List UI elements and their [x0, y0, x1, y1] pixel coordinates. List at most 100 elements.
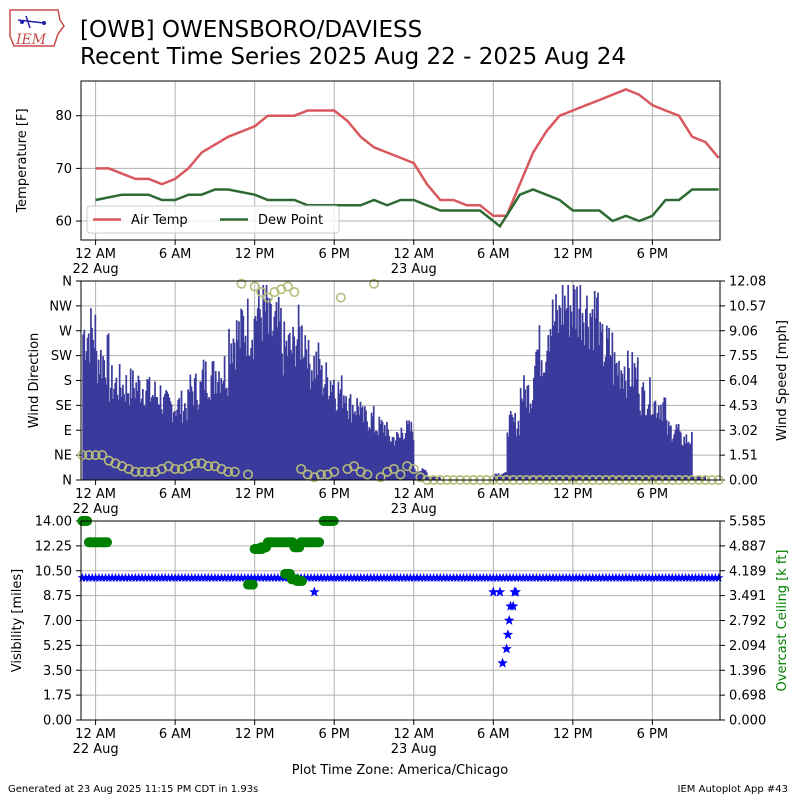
wind-speed-bar	[567, 284, 570, 480]
wind-direction-point	[349, 461, 360, 472]
wind-speed-bar	[419, 471, 421, 480]
wind-speed-bar	[644, 415, 647, 480]
wind-speed-bar	[329, 381, 332, 480]
chart-title-line1: [OWB] OWENSBORO/DAVIESS	[80, 17, 423, 43]
wind-speed-bar	[159, 385, 162, 480]
wind-speed-bar	[140, 398, 143, 480]
x-tick-label: 6 PM	[637, 487, 668, 502]
wind-speed-bar	[242, 315, 245, 480]
wind-speed-bar	[339, 389, 342, 480]
wind-speed-bar	[170, 404, 173, 480]
wind-speed-bar	[541, 376, 544, 480]
wind-speed-bar	[590, 317, 593, 480]
wind-speed-bar	[326, 377, 329, 480]
wind-speed-bar	[318, 359, 321, 480]
wind-speed-bar	[348, 398, 351, 480]
wind-speed-bar	[375, 430, 377, 480]
wind-speed-bar	[535, 351, 537, 480]
wind-speed-bar	[227, 395, 229, 480]
wind-speed-bar	[620, 370, 623, 480]
wind-speed-bar	[377, 435, 380, 480]
visibility-tick-label: 10.50	[35, 564, 72, 579]
wind-speed-bar	[115, 377, 118, 480]
wind-speed-bar	[96, 383, 99, 480]
wind-speed-bar	[663, 397, 666, 480]
wind-speed-bar	[209, 399, 212, 480]
wind-speed-bar	[635, 379, 638, 480]
wind-speed-bar	[626, 350, 629, 480]
wind-speed-bar	[531, 400, 534, 480]
wind-speed-bar	[200, 381, 203, 480]
wind-speed-bar	[539, 375, 542, 480]
wind-speed-bar	[320, 365, 323, 480]
wind-speed-bar	[659, 418, 661, 480]
wind-speed-bar	[165, 390, 167, 480]
wind-speed-bar	[246, 298, 249, 480]
wind-speed-bar	[412, 439, 415, 480]
visibility-tick-label: 1.75	[43, 689, 72, 704]
wind-speed-bar	[238, 321, 240, 480]
wind-direction-point	[289, 287, 300, 298]
wind-speed-bar	[524, 389, 526, 480]
wind-speed-bar	[564, 295, 566, 480]
wind-speed-tick-label: 4.53	[729, 399, 758, 414]
wind-speed-bar	[368, 427, 371, 480]
wind-speed-bar	[688, 444, 691, 480]
wind-speed-bar	[178, 398, 181, 480]
wind-speed-bar	[605, 325, 608, 480]
wind-speed-bar	[544, 372, 546, 480]
wind-speed-bar	[401, 432, 404, 480]
wind-speed-bar	[517, 420, 520, 480]
wind-speed-bar	[381, 421, 384, 480]
wind-speed-bar	[523, 375, 525, 480]
wind-speed-bar	[671, 441, 673, 480]
wind-speed-bar	[114, 383, 117, 480]
legend-air-temp-label: Air Temp	[131, 213, 188, 228]
wind-direction-point	[395, 469, 406, 480]
wind-speed-bar	[316, 374, 319, 480]
wind-speed-bar	[362, 422, 365, 480]
wind-speed-bar	[198, 404, 201, 480]
wind-speed-bar	[551, 299, 554, 480]
visibility-point	[508, 600, 519, 611]
x-tick-label: 6 PM	[318, 487, 349, 502]
x-tick-sublabel: 22 Aug	[73, 742, 119, 757]
x-tick-label: 6 AM	[477, 727, 510, 742]
x-tick-label: 12 AM	[75, 727, 116, 742]
wind-speed-bar	[599, 321, 602, 480]
wind-speed-bar	[253, 318, 256, 480]
wind-speed-bar	[636, 357, 639, 480]
wind-speed-bar	[439, 477, 441, 480]
wind-speed-bar	[249, 356, 251, 480]
air-temp-line	[95, 88, 720, 218]
wind-speed-bar	[277, 296, 280, 480]
visibility-point	[488, 586, 499, 597]
chart-title-line2: Recent Time Series 2025 Aug 22 - 2025 Au…	[80, 44, 627, 70]
wind-speed-bar	[305, 349, 308, 480]
wind-speed-bar	[294, 366, 297, 480]
wind-speed-bar	[304, 335, 307, 480]
x-tick-label: 12 PM	[235, 247, 275, 262]
wind-speed-bar	[587, 326, 589, 480]
wind-speed-bar	[350, 422, 353, 480]
wind-speed-bar	[285, 340, 288, 480]
visibility-point	[494, 586, 506, 597]
ceiling-tick-label: 4.887	[729, 539, 766, 554]
wind-speed-bar	[340, 375, 343, 480]
wind-direction-point	[83, 450, 94, 461]
wind-speed-bar	[223, 356, 226, 480]
wind-speed-bar	[103, 360, 106, 480]
wind-speed-bar	[282, 375, 284, 480]
wind-speed-bar	[560, 325, 563, 480]
wind-speed-bar	[338, 393, 341, 480]
wind-speed-bar	[631, 352, 634, 480]
wind-speed-bar	[180, 390, 183, 480]
wind-speed-bar	[284, 346, 287, 480]
wind-speed-bar	[293, 336, 296, 480]
wind-speed-bar	[628, 367, 630, 480]
wind-speed-bar	[150, 397, 153, 480]
wind-direction-tick-label: NW	[49, 299, 72, 314]
wind-speed-bar	[88, 362, 91, 480]
wind-speed-bar	[92, 339, 94, 480]
wind-speed-bar	[351, 404, 354, 480]
